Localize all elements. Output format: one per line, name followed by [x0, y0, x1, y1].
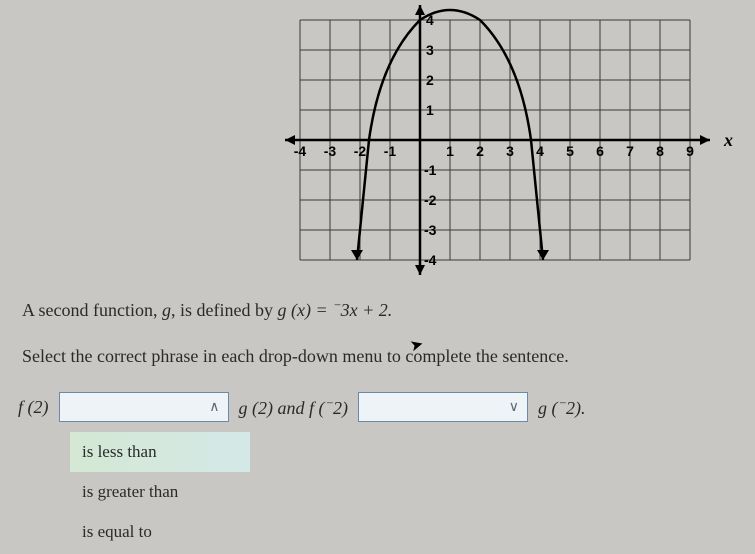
fn-mid: , is defined by — [171, 300, 277, 320]
x-tick-labels: -4 -3 -2 -1 1 2 3 4 5 6 7 8 9 — [294, 143, 694, 159]
svg-text:1: 1 — [446, 143, 454, 159]
dropdown-2[interactable]: ∨ — [358, 392, 528, 422]
svg-text:7: 7 — [626, 143, 634, 159]
function-definition: A second function, g, is defined by g (x… — [22, 298, 392, 321]
svg-text:-1: -1 — [384, 143, 397, 159]
svg-text:4: 4 — [536, 143, 544, 159]
dropdown-1-options: is less than is greater than is equal to — [70, 432, 250, 552]
svg-text:2: 2 — [426, 72, 434, 88]
end-label: g (−2). — [538, 396, 586, 419]
x-axis-label: x — [723, 130, 733, 150]
svg-text:-2: -2 — [354, 143, 367, 159]
option-equal-to[interactable]: is equal to — [70, 512, 250, 552]
svg-text:-4: -4 — [424, 252, 437, 268]
curve-arrow-left — [351, 250, 363, 260]
svg-text:5: 5 — [566, 143, 574, 159]
caret-down-icon: ∨ — [509, 399, 519, 416]
mid-label: g (2) and f (−2) — [239, 396, 349, 419]
svg-text:2: 2 — [476, 143, 484, 159]
svg-text:9: 9 — [686, 143, 694, 159]
sentence-row: f (2) ∧ g (2) and f (−2) ∨ g (−2). — [18, 392, 586, 422]
svg-text:3: 3 — [506, 143, 514, 159]
svg-text:3: 3 — [426, 42, 434, 58]
caret-up-icon: ∧ — [209, 399, 219, 416]
svg-text:-1: -1 — [424, 162, 437, 178]
svg-text:-2: -2 — [424, 192, 437, 208]
coordinate-graph: -4 -3 -2 -1 1 2 3 4 5 6 7 8 9 4 3 2 1 -1… — [280, 0, 755, 280]
fn-prefix: A second function, — [22, 300, 162, 320]
graph-svg: -4 -3 -2 -1 1 2 3 4 5 6 7 8 9 4 3 2 1 -1… — [280, 0, 755, 280]
svg-text:8: 8 — [656, 143, 664, 159]
option-greater-than[interactable]: is greater than — [70, 472, 250, 512]
instruction-text: Select the correct phrase in each drop-d… — [22, 346, 569, 367]
svg-text:-3: -3 — [324, 143, 337, 159]
svg-text:6: 6 — [596, 143, 604, 159]
fn-gx: g (x) = −3x + 2. — [277, 300, 392, 320]
svg-text:1: 1 — [426, 102, 434, 118]
axes — [285, 5, 710, 275]
dropdown-1[interactable]: ∧ — [59, 392, 229, 422]
f2-label: f (2) — [18, 397, 49, 418]
fn-g: g — [162, 300, 171, 320]
svg-text:-3: -3 — [424, 222, 437, 238]
curve-arrow-right — [537, 250, 549, 260]
svg-text:-4: -4 — [294, 143, 307, 159]
option-less-than[interactable]: is less than — [70, 432, 250, 472]
